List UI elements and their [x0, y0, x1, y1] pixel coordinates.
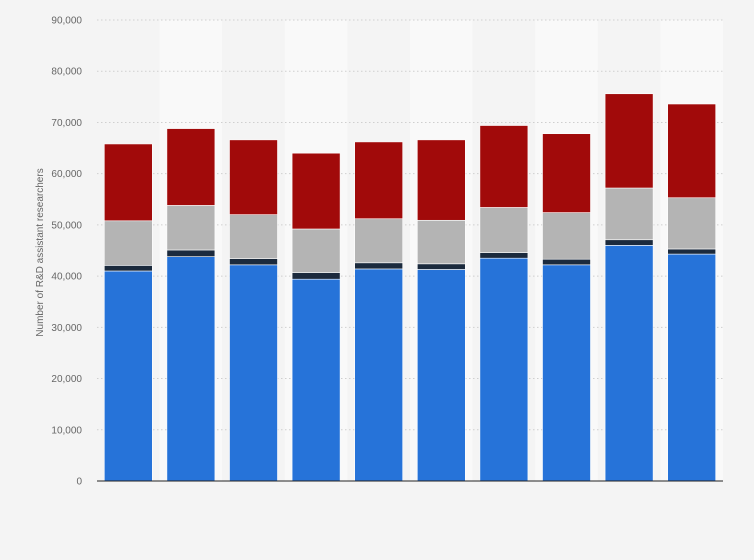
- bar-segment-series-4-bar-2[interactable]: [166, 128, 216, 206]
- bar-stack-10: [667, 103, 717, 482]
- bar-segment-series-1-bar-10[interactable]: [667, 253, 717, 482]
- bar-segment-series-3-bar-2[interactable]: [166, 205, 216, 251]
- bar-segment-series-3-bar-5[interactable]: [354, 218, 404, 264]
- bar-segment-series-3-bar-4[interactable]: [291, 228, 341, 273]
- bar-segment-series-2-bar-2[interactable]: [166, 249, 216, 257]
- bar-segment-series-4-bar-5[interactable]: [354, 141, 404, 220]
- bar-stack-1: [104, 143, 153, 482]
- bar-segment-series-3-bar-6[interactable]: [416, 219, 466, 265]
- bar-segment-series-1-bar-4[interactable]: [291, 278, 341, 482]
- y-tick-label: 90,000: [51, 16, 82, 27]
- bar-stack-4: [291, 152, 341, 482]
- y-tick-label: 60,000: [51, 169, 82, 180]
- bar-stack-2: [166, 128, 216, 482]
- bar-segment-series-3-bar-1[interactable]: [104, 220, 153, 266]
- bar-segment-series-4-bar-10[interactable]: [667, 103, 717, 199]
- bar-segment-series-2-bar-6[interactable]: [416, 263, 466, 270]
- bar-stack-6: [416, 139, 466, 482]
- bar-segment-series-4-bar-3[interactable]: [229, 139, 278, 215]
- bar-segment-series-3-bar-9[interactable]: [604, 187, 654, 241]
- bar-segment-series-3-bar-7[interactable]: [479, 207, 529, 253]
- bar-segment-series-1-bar-9[interactable]: [604, 245, 654, 482]
- y-tick-label: 80,000: [51, 67, 82, 78]
- bar-stack-7: [479, 125, 529, 482]
- bar-segment-series-4-bar-7[interactable]: [479, 125, 529, 208]
- bar-segment-series-3-bar-10[interactable]: [667, 197, 717, 250]
- bar-segment-series-2-bar-8[interactable]: [542, 258, 591, 266]
- y-tick-label: 30,000: [51, 323, 82, 334]
- y-tick-label: 70,000: [51, 118, 82, 129]
- y-tick-label: 10,000: [51, 425, 82, 436]
- bar-segment-series-1-bar-7[interactable]: [479, 257, 529, 482]
- bar-stack-8: [542, 133, 591, 482]
- bar-segment-series-2-bar-9[interactable]: [604, 239, 654, 246]
- bar-segment-series-1-bar-2[interactable]: [166, 256, 216, 482]
- bar-segment-series-2-bar-4[interactable]: [291, 272, 341, 280]
- y-tick-label: 50,000: [51, 220, 82, 231]
- bar-segment-series-3-bar-3[interactable]: [229, 214, 278, 259]
- bar-stack-5: [354, 141, 404, 482]
- bar-stack-9: [604, 93, 654, 482]
- bar-segment-series-1-bar-8[interactable]: [542, 264, 591, 482]
- bar-segment-series-2-bar-1[interactable]: [104, 265, 153, 272]
- bars: [104, 93, 717, 482]
- bar-segment-series-4-bar-8[interactable]: [542, 133, 591, 213]
- bar-segment-series-1-bar-5[interactable]: [354, 268, 404, 482]
- y-axis-ticks: 0 10,000 20,000 30,000 40,000 50,000 60,000 70,…: [51, 16, 82, 488]
- bar-segment-series-1-bar-1[interactable]: [104, 270, 153, 482]
- bar-segment-series-1-bar-6[interactable]: [416, 269, 466, 482]
- y-tick-label: 20,000: [51, 374, 82, 385]
- y-tick-label: 40,000: [51, 272, 82, 283]
- bar-segment-series-4-bar-6[interactable]: [416, 139, 466, 221]
- bar-segment-series-4-bar-1[interactable]: [104, 143, 153, 222]
- bar-stack-3: [229, 139, 278, 482]
- bar-segment-series-2-bar-3[interactable]: [229, 258, 278, 266]
- bar-segment-series-4-bar-9[interactable]: [604, 93, 654, 189]
- y-axis-title: Number of R&D assistant researchers: [35, 168, 46, 336]
- y-tick-label: 0: [76, 477, 82, 488]
- bar-segment-series-3-bar-8[interactable]: [542, 212, 591, 260]
- bar-segment-series-2-bar-10[interactable]: [667, 248, 717, 255]
- bar-segment-series-4-bar-4[interactable]: [291, 152, 341, 230]
- bar-segment-series-2-bar-7[interactable]: [479, 252, 529, 259]
- bar-segment-series-2-bar-5[interactable]: [354, 262, 404, 270]
- bar-segment-series-1-bar-3[interactable]: [229, 264, 278, 482]
